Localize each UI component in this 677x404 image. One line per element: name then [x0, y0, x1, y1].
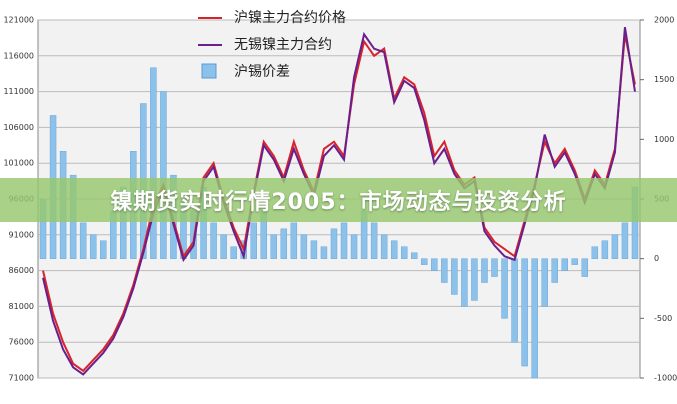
y-tick-label: 106000	[3, 123, 34, 132]
bar	[230, 246, 237, 259]
y-tick-label: 101000	[3, 159, 34, 168]
bar	[611, 234, 619, 259]
bar	[481, 258, 488, 283]
bar	[461, 258, 468, 307]
y-tick-label: 116000	[3, 51, 34, 60]
bar	[290, 222, 298, 259]
bar	[501, 258, 508, 319]
bar	[370, 222, 378, 259]
bar	[401, 246, 408, 259]
bar	[250, 222, 257, 259]
bar	[541, 258, 548, 307]
bar	[220, 234, 227, 259]
bar	[531, 258, 538, 379]
bar	[561, 258, 568, 271]
y2-tick-label: 1500	[654, 75, 674, 84]
bar	[280, 228, 288, 259]
bar	[421, 258, 428, 265]
bar	[431, 258, 438, 271]
bar	[451, 258, 458, 295]
bar	[581, 258, 589, 277]
legend-swatch	[201, 63, 217, 79]
y2-tick-label: -500	[654, 314, 672, 323]
y2-tick-label: 0	[654, 254, 659, 263]
y2-tick-label: 2000	[654, 16, 674, 25]
bar	[89, 234, 97, 259]
bar	[380, 234, 388, 259]
bar	[571, 258, 578, 265]
legend-label: 沪镍主力合约价格	[234, 10, 346, 26]
y-tick-label: 111000	[3, 87, 34, 96]
bar	[390, 240, 398, 259]
bar	[411, 252, 418, 259]
bar	[160, 91, 167, 259]
banner-title: 镍期货实时行情2005：市场动态与投资分析	[0, 178, 677, 222]
bar	[521, 258, 528, 367]
legend-label: 沪锡价差	[234, 64, 290, 80]
y2-tick-label: -1000	[654, 374, 677, 383]
bar	[150, 67, 157, 259]
bar	[320, 246, 328, 259]
y-tick-label: 86000	[9, 266, 34, 275]
y-tick-label: 121000	[3, 16, 34, 25]
bar	[551, 258, 558, 283]
bar	[591, 246, 599, 259]
y-tick-label: 71000	[9, 374, 34, 383]
y-tick-label: 91000	[9, 230, 34, 239]
bar	[310, 240, 318, 259]
bar	[471, 258, 478, 301]
y-tick-label: 81000	[9, 302, 34, 311]
bar	[621, 222, 629, 259]
legend-label: 无锡镍主力合约	[234, 37, 332, 53]
bar	[270, 234, 277, 259]
bar	[300, 234, 308, 259]
bar	[100, 240, 107, 259]
bar	[491, 258, 498, 277]
bar	[340, 222, 348, 259]
bar	[441, 258, 448, 283]
bar	[350, 234, 358, 259]
bar	[330, 228, 338, 259]
bar	[601, 240, 609, 259]
bar	[511, 258, 518, 343]
bar	[79, 222, 87, 259]
y2-tick-label: 1000	[654, 135, 674, 144]
bar	[210, 222, 217, 259]
y-tick-label: 76000	[9, 338, 34, 347]
